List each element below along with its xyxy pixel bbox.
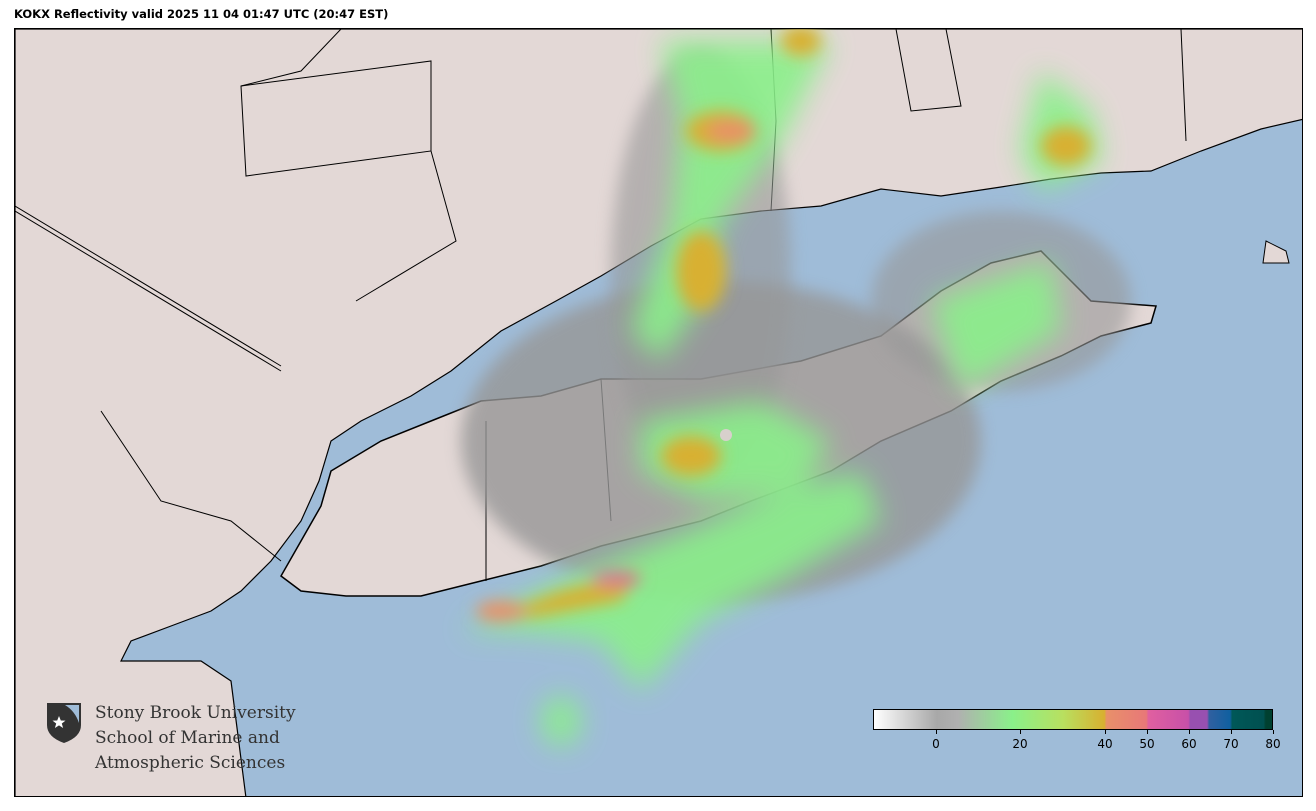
colorbar-tick-label: 60 <box>1181 737 1197 751</box>
colorbar-tick-label: 50 <box>1139 737 1155 751</box>
mainland <box>15 29 1302 796</box>
colorbar-tick-label: 80 <box>1265 737 1281 751</box>
block-island <box>1262 240 1290 264</box>
colorbar-tick <box>1273 730 1274 734</box>
colorbar-tick-label: 70 <box>1223 737 1239 751</box>
star-icon <box>52 716 66 728</box>
colorbar-tick <box>1020 730 1021 734</box>
shield-icon <box>47 703 81 743</box>
sbu-somas-logo: Stony Brook University School of Marine … <box>45 701 296 776</box>
map-canvas <box>15 29 1302 796</box>
colorbar-tick <box>1147 730 1148 734</box>
colorbar-tick <box>1105 730 1106 734</box>
radar-echoes <box>461 29 1131 746</box>
logo-line-2: School of Marine and <box>95 728 280 748</box>
colorbar <box>873 709 1273 730</box>
map-title: KOKX Reflectivity valid 2025 11 04 01:47… <box>14 7 389 21</box>
radar-map[interactable]: Stony Brook University School of Marine … <box>14 28 1303 797</box>
state-borders <box>15 29 1187 581</box>
logo-line-3: Atmospheric Sciences <box>95 753 286 773</box>
colorbar-tick-label: 20 <box>1012 737 1028 751</box>
colorbar-tick <box>1231 730 1232 734</box>
colorbar-tick-label: 40 <box>1097 737 1113 751</box>
colorbar-tick-label: 0 <box>932 737 940 751</box>
logo-line-1: Stony Brook University <box>95 703 296 723</box>
colorbar-tick <box>1189 730 1190 734</box>
colorbar-tick <box>936 730 937 734</box>
